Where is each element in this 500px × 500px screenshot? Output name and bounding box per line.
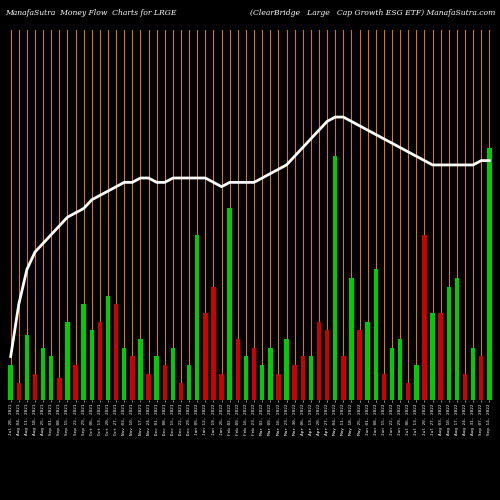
Bar — [33, 374, 37, 400]
Bar — [24, 334, 29, 400]
Bar — [349, 278, 354, 400]
Bar — [390, 348, 394, 400]
Bar — [138, 339, 142, 400]
Bar — [16, 382, 21, 400]
Bar — [74, 365, 78, 400]
Bar — [333, 156, 338, 400]
Bar — [366, 322, 370, 400]
Bar — [398, 339, 402, 400]
Bar — [41, 348, 46, 400]
Bar — [220, 374, 224, 400]
Bar — [179, 382, 184, 400]
Bar — [154, 356, 159, 400]
Bar — [341, 356, 345, 400]
Bar — [236, 339, 240, 400]
Bar — [122, 348, 126, 400]
Bar — [212, 287, 216, 400]
Bar — [438, 313, 443, 400]
Bar — [65, 322, 70, 400]
Bar — [260, 365, 264, 400]
Bar — [276, 374, 280, 400]
Bar — [252, 348, 256, 400]
Text: (ClearBridge   Large   Cap Growth ESG ETF) ManafaSutra.com: (ClearBridge Large Cap Growth ESG ETF) M… — [250, 9, 495, 17]
Bar — [414, 365, 418, 400]
Bar — [82, 304, 86, 400]
Bar — [203, 313, 207, 400]
Bar — [422, 234, 426, 400]
Bar — [430, 313, 435, 400]
Bar — [228, 208, 232, 400]
Bar — [406, 382, 410, 400]
Bar — [49, 356, 54, 400]
Bar — [316, 322, 321, 400]
Bar — [98, 322, 102, 400]
Bar — [308, 356, 313, 400]
Bar — [268, 348, 272, 400]
Bar — [114, 304, 118, 400]
Bar — [8, 365, 13, 400]
Bar — [170, 348, 175, 400]
Bar — [130, 356, 134, 400]
Bar — [162, 365, 167, 400]
Bar — [463, 374, 467, 400]
Bar — [487, 148, 492, 400]
Bar — [300, 356, 305, 400]
Bar — [106, 296, 110, 400]
Bar — [195, 234, 200, 400]
Bar — [454, 278, 459, 400]
Bar — [284, 339, 288, 400]
Bar — [146, 374, 151, 400]
Bar — [187, 365, 192, 400]
Bar — [292, 365, 297, 400]
Bar — [244, 356, 248, 400]
Bar — [479, 356, 484, 400]
Bar — [325, 330, 330, 400]
Bar — [382, 374, 386, 400]
Text: ManafaSutra  Money Flow  Charts for LRGE: ManafaSutra Money Flow Charts for LRGE — [5, 9, 176, 17]
Bar — [358, 330, 362, 400]
Bar — [471, 348, 476, 400]
Bar — [446, 287, 451, 400]
Bar — [57, 378, 62, 400]
Bar — [90, 330, 94, 400]
Bar — [374, 270, 378, 400]
